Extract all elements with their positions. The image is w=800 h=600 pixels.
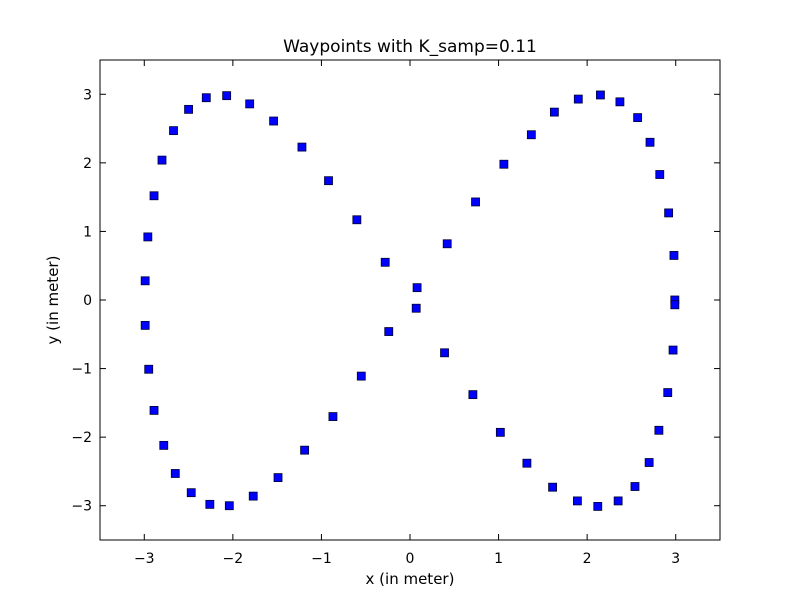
data-point bbox=[149, 191, 159, 201]
data-point bbox=[573, 94, 583, 104]
x-tick-label: 0 bbox=[406, 551, 415, 567]
data-point bbox=[495, 427, 505, 437]
data-point bbox=[300, 445, 310, 455]
data-point bbox=[248, 491, 258, 501]
data-point bbox=[222, 91, 232, 101]
data-point bbox=[655, 170, 665, 179]
data-point bbox=[144, 364, 154, 374]
y-tick-label: 3 bbox=[83, 87, 92, 103]
data-point bbox=[654, 425, 664, 435]
data-point bbox=[669, 251, 679, 260]
data-point bbox=[668, 345, 678, 355]
x-axis-label: x (in meter) bbox=[366, 570, 455, 588]
data-point bbox=[644, 458, 654, 467]
data-point bbox=[442, 239, 452, 249]
data-point bbox=[149, 405, 159, 415]
data-point bbox=[140, 276, 150, 286]
data-point bbox=[645, 137, 655, 147]
data-point bbox=[384, 327, 394, 336]
axes: −3 −2 −1 0 1 2 3 −3 −2 −1 0 1 2 3 bbox=[71, 60, 720, 567]
data-point bbox=[170, 469, 180, 478]
data-point bbox=[157, 155, 167, 165]
data-point bbox=[670, 300, 680, 310]
data-point bbox=[380, 257, 390, 267]
y-tick-label: 2 bbox=[83, 156, 92, 172]
data-point bbox=[245, 99, 255, 109]
data-point bbox=[140, 320, 150, 330]
y-tick-label: 1 bbox=[83, 224, 92, 240]
data-point bbox=[663, 388, 673, 397]
data-point bbox=[440, 348, 449, 358]
data-point bbox=[186, 488, 196, 498]
data-point bbox=[526, 130, 536, 140]
data-point bbox=[205, 499, 215, 509]
data-point bbox=[159, 440, 169, 450]
y-tick-label: −3 bbox=[71, 499, 92, 515]
data-point bbox=[664, 208, 674, 218]
data-point bbox=[184, 104, 193, 114]
y-tick-label: −2 bbox=[71, 430, 92, 446]
data-point bbox=[143, 232, 153, 242]
data-point bbox=[201, 93, 211, 103]
plot-frame bbox=[99, 59, 721, 541]
x-tick-label: −1 bbox=[311, 551, 332, 567]
data-point bbox=[548, 482, 557, 492]
data-point bbox=[324, 176, 333, 186]
data-point bbox=[573, 496, 582, 506]
data-point bbox=[297, 142, 307, 152]
x-tick-label: −2 bbox=[223, 551, 244, 567]
data-point bbox=[615, 97, 625, 107]
data-point bbox=[356, 371, 366, 381]
data-point bbox=[522, 458, 532, 468]
data-point bbox=[352, 215, 362, 225]
x-tick-label: 2 bbox=[583, 551, 592, 567]
x-tick-label: 1 bbox=[494, 551, 503, 567]
data-point bbox=[549, 107, 559, 117]
data-points bbox=[140, 90, 680, 511]
data-point bbox=[328, 412, 338, 421]
data-point bbox=[633, 113, 643, 122]
x-tick-label: −3 bbox=[134, 551, 155, 567]
y-axis-label: y (in meter) bbox=[44, 256, 62, 345]
data-point bbox=[593, 501, 603, 511]
data-point bbox=[468, 390, 478, 400]
data-point bbox=[499, 159, 509, 169]
y-tick-label: −1 bbox=[71, 362, 92, 378]
data-point bbox=[471, 197, 480, 207]
data-point bbox=[412, 283, 422, 293]
y-tick-label: 0 bbox=[83, 293, 92, 309]
data-point bbox=[630, 482, 640, 491]
data-point bbox=[224, 501, 234, 511]
data-point bbox=[169, 126, 178, 136]
chart-title: Waypoints with K_samp=0.11 bbox=[283, 37, 537, 57]
data-point bbox=[613, 496, 623, 506]
data-point bbox=[273, 473, 283, 483]
data-point bbox=[269, 116, 279, 126]
data-point bbox=[596, 90, 605, 100]
x-tick-label: 3 bbox=[671, 551, 680, 567]
data-point bbox=[411, 303, 421, 313]
